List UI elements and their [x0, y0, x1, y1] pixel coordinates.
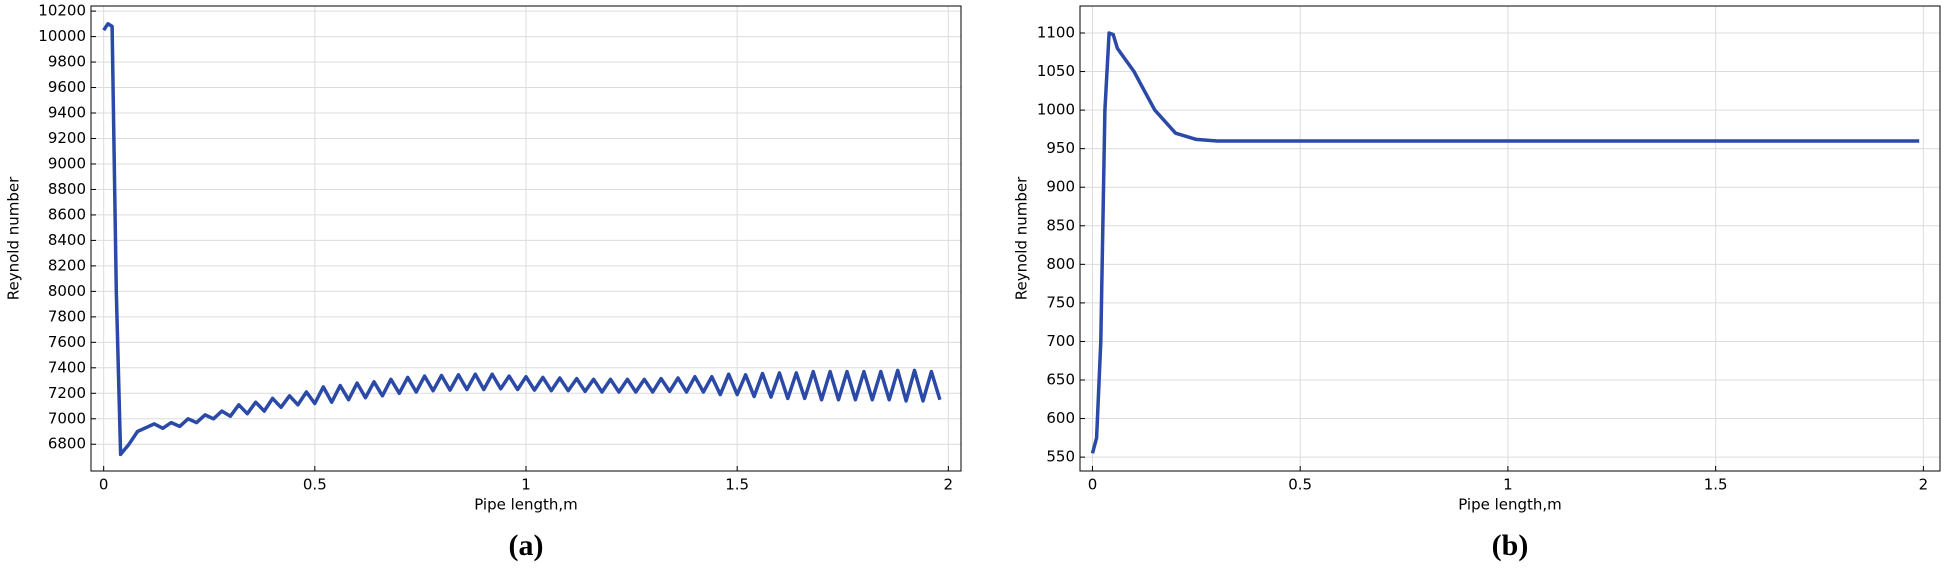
y-tick-label: 9600: [48, 78, 86, 96]
y-tick-label: 800: [1046, 255, 1075, 273]
y-tick-label: 8600: [48, 205, 86, 223]
y-tick-label: 7000: [48, 409, 86, 427]
y-tick-label: 7200: [48, 384, 86, 402]
y-tick-label: 9000: [48, 154, 86, 172]
x-tick-label: 1.5: [725, 476, 749, 494]
y-tick-label: 750: [1046, 293, 1075, 311]
y-tick-label: 9200: [48, 129, 86, 147]
x-tick-label: 0: [99, 476, 109, 494]
y-tick-label: 10000: [38, 27, 86, 45]
y-tick-label: 1000: [1037, 101, 1075, 119]
y-tick-label: 1100: [1037, 23, 1075, 41]
x-tick-label: 1: [1503, 476, 1513, 494]
y-tick-label: 950: [1046, 139, 1075, 157]
y-tick-label: 9800: [48, 53, 86, 71]
x-axis-label: Pipe length,m: [1458, 496, 1562, 514]
y-tick-label: 8200: [48, 256, 86, 274]
y-axis-label: Reynold number: [1013, 176, 1031, 300]
y-tick-label: 650: [1046, 371, 1075, 389]
y-tick-label: 550: [1046, 448, 1075, 466]
x-tick-label: 1.5: [1704, 476, 1728, 494]
panel-label: (b): [1492, 529, 1529, 562]
y-tick-label: 1050: [1037, 62, 1075, 80]
y-tick-label: 7800: [48, 307, 86, 325]
panel-label: (a): [509, 529, 544, 562]
plot-frame: [90, 5, 962, 472]
x-tick-label: 1: [521, 476, 531, 494]
y-tick-label: 8800: [48, 180, 86, 198]
y-tick-label: 850: [1046, 216, 1075, 234]
y-tick-label: 900: [1046, 178, 1075, 196]
x-tick-label: 0: [1088, 476, 1098, 494]
x-axis-label: Pipe length,m: [474, 496, 578, 514]
y-tick-label: 600: [1046, 409, 1075, 427]
y-tick-label: 7400: [48, 358, 86, 376]
x-tick-label: 2: [1919, 476, 1929, 494]
y-tick-label: 8000: [48, 282, 86, 300]
x-tick-label: 2: [944, 476, 954, 494]
y-tick-label: 9400: [48, 104, 86, 122]
y-axis-label: Reynold number: [5, 176, 23, 300]
plot-frame: [1079, 5, 1941, 472]
plot-area: [1080, 6, 1940, 471]
x-tick-label: 0.5: [1288, 476, 1312, 494]
y-tick-label: 7600: [48, 333, 86, 351]
y-tick-label: 10200: [38, 2, 86, 20]
x-tick-label: 0.5: [303, 476, 327, 494]
data-line: [1090, 31, 1920, 454]
y-tick-label: 8400: [48, 231, 86, 249]
y-tick-label: 6800: [48, 435, 86, 453]
data-line: [102, 22, 942, 457]
y-tick-label: 700: [1046, 332, 1075, 350]
